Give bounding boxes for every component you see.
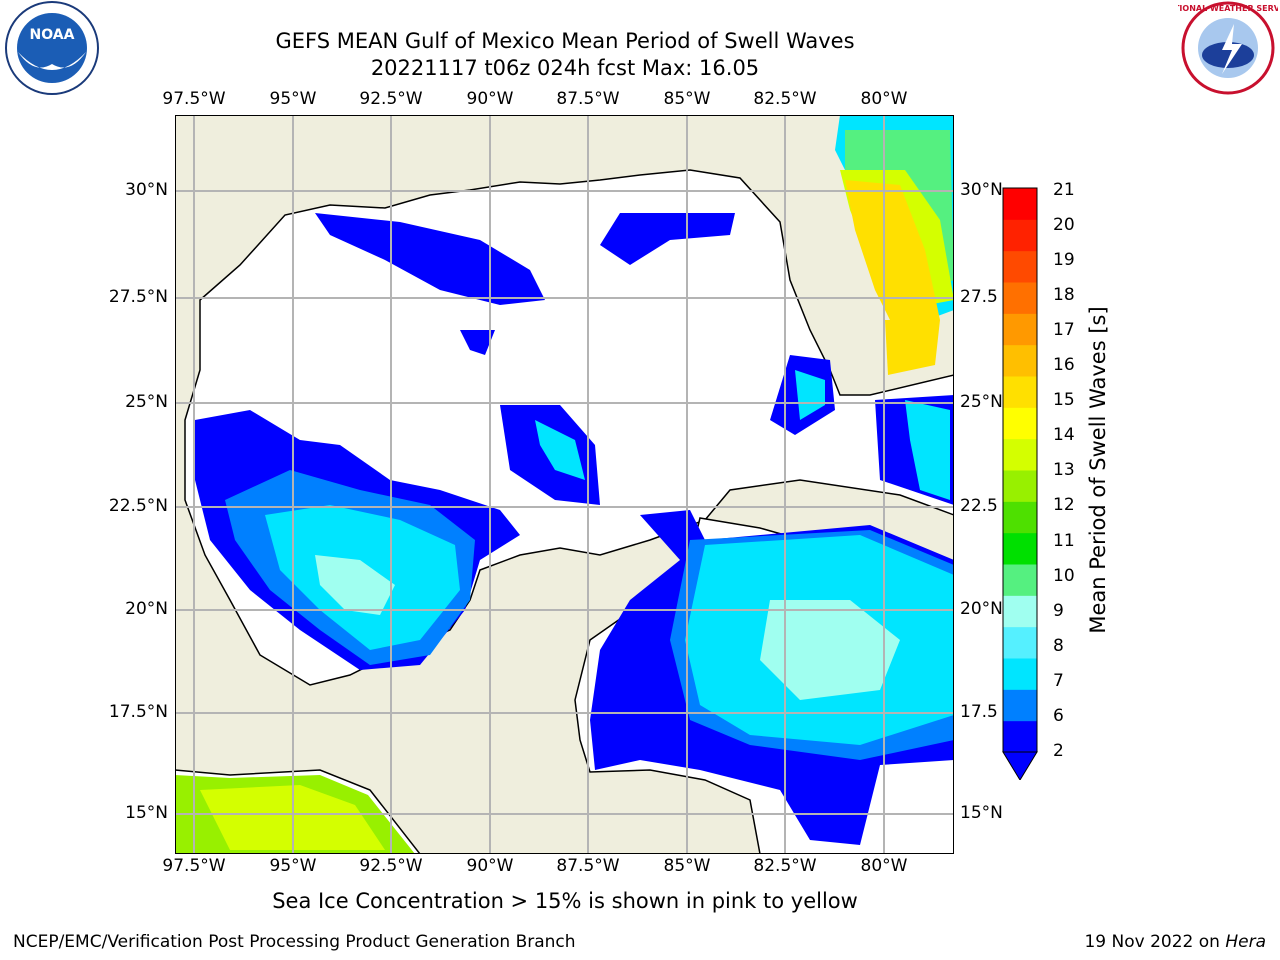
swell-field-caribbean bbox=[590, 510, 954, 845]
lat-tick-right: 22.5 bbox=[960, 496, 998, 516]
graticule bbox=[175, 115, 954, 854]
colorbar-segment bbox=[1003, 595, 1037, 628]
colorbar-tick: 12 bbox=[1053, 495, 1075, 515]
colorbar bbox=[1002, 187, 1038, 780]
lon-tick-top: 87.5°W bbox=[556, 89, 620, 109]
noaa-logo: NOAA bbox=[5, 1, 99, 95]
swell-field-yucatan-channel bbox=[500, 405, 600, 505]
lon-tick-top: 85°W bbox=[663, 89, 711, 109]
colorbar-tick: 20 bbox=[1053, 215, 1075, 235]
colorbar-tick: 6 bbox=[1053, 706, 1064, 726]
colorbar-tick: 2 bbox=[1053, 741, 1064, 761]
lon-tick-bottom: 87.5°W bbox=[556, 856, 620, 876]
svg-text:NOAA: NOAA bbox=[30, 27, 75, 43]
footer-date-text: 19 Nov 2022 on bbox=[1084, 932, 1226, 952]
lon-tick-top: 92.5°W bbox=[359, 89, 423, 109]
swell-field-bay-of-campeche bbox=[195, 410, 520, 670]
map-plot bbox=[175, 115, 954, 854]
colorbar-segment bbox=[1003, 407, 1037, 440]
swell-field-atlantic bbox=[835, 115, 954, 375]
lon-tick-bottom: 80°W bbox=[860, 856, 908, 876]
colorbar-segment bbox=[1003, 532, 1037, 565]
chart-subtitle: 20221117 t06z 024h fcst Max: 16.05 bbox=[370, 56, 760, 80]
lat-tick-right: 20°N bbox=[960, 599, 1003, 619]
colorbar-segment bbox=[1003, 282, 1037, 314]
colorbar-tick: 10 bbox=[1053, 566, 1075, 586]
colorbar-segment bbox=[1003, 250, 1037, 283]
footer-credit: NCEP/EMC/Verification Post Processing Pr… bbox=[13, 932, 576, 952]
colorbar-segment bbox=[1003, 376, 1037, 408]
colorbar-segment bbox=[1003, 438, 1037, 471]
colorbar-tick: 15 bbox=[1053, 390, 1075, 410]
nws-logo: NATIONAL WEATHER SERVICE bbox=[1178, 1, 1278, 95]
lat-tick-left: 30°N bbox=[125, 180, 168, 200]
colorbar-segment bbox=[1003, 564, 1037, 596]
colorbar-tick: 21 bbox=[1053, 180, 1075, 200]
colorbar-segment bbox=[1003, 470, 1037, 502]
colorbar-tick: 7 bbox=[1053, 671, 1064, 691]
colorbar-extend-triangle bbox=[1002, 751, 1038, 780]
lon-tick-top: 95°W bbox=[269, 89, 317, 109]
colorbar-segment bbox=[1003, 658, 1037, 690]
colorbar-segment bbox=[1003, 188, 1037, 220]
lat-tick-right: 27.5 bbox=[960, 287, 998, 307]
colorbar-segment bbox=[1003, 501, 1037, 534]
colorbar-label: Mean Period of Swell Waves [s] bbox=[1086, 306, 1110, 634]
lon-tick-top: 90°W bbox=[466, 89, 514, 109]
sea-ice-note: Sea Ice Concentration > 15% is shown in … bbox=[272, 889, 858, 913]
lat-tick-left: 27.5°N bbox=[108, 287, 168, 307]
lon-tick-top: 97.5°W bbox=[162, 89, 226, 109]
lon-tick-bottom: 85°W bbox=[663, 856, 711, 876]
lon-tick-bottom: 92.5°W bbox=[359, 856, 423, 876]
footer-date: 19 Nov 2022 on Hera bbox=[1084, 932, 1266, 952]
colorbar-segment bbox=[1003, 219, 1037, 252]
lon-tick-bottom: 97.5°W bbox=[162, 856, 226, 876]
colorbar-segment bbox=[1003, 344, 1037, 377]
lon-tick-top: 80°W bbox=[860, 89, 908, 109]
colorbar-segment bbox=[1003, 313, 1037, 346]
lat-tick-right: 30°N bbox=[960, 180, 1003, 200]
lat-tick-left: 15°N bbox=[125, 803, 168, 823]
lat-tick-left: 22.5°N bbox=[108, 496, 168, 516]
colorbar-tick: 14 bbox=[1053, 425, 1075, 445]
swell-field-north-gulf bbox=[315, 213, 735, 355]
chart-title: GEFS MEAN Gulf of Mexico Mean Period of … bbox=[275, 29, 855, 53]
colorbar-tick: 17 bbox=[1053, 320, 1075, 340]
lon-tick-bottom: 95°W bbox=[269, 856, 317, 876]
lon-tick-top: 82.5°W bbox=[753, 89, 817, 109]
colorbar-tick: 19 bbox=[1053, 250, 1075, 270]
colorbar-segment bbox=[1003, 689, 1037, 722]
lat-tick-right: 15°N bbox=[960, 803, 1003, 823]
colorbar-tick: 13 bbox=[1053, 460, 1075, 480]
colorbar-tick: 16 bbox=[1053, 355, 1075, 375]
lon-tick-bottom: 82.5°W bbox=[753, 856, 817, 876]
lat-tick-right: 17.5 bbox=[960, 702, 998, 722]
colorbar-tick: 9 bbox=[1053, 601, 1064, 621]
lat-tick-left: 20°N bbox=[125, 599, 168, 619]
colorbar-frame bbox=[1002, 187, 1038, 753]
colorbar-tick: 11 bbox=[1053, 531, 1075, 551]
colorbar-segment bbox=[1003, 626, 1037, 659]
lon-tick-bottom: 90°W bbox=[466, 856, 514, 876]
colorbar-tick: 8 bbox=[1053, 636, 1064, 656]
lat-tick-right: 25°N bbox=[960, 392, 1003, 412]
colorbar-tick: 18 bbox=[1053, 285, 1075, 305]
swell-field-florida-straits bbox=[770, 355, 954, 505]
svg-text:NATIONAL WEATHER SERVICE: NATIONAL WEATHER SERVICE bbox=[1178, 4, 1278, 13]
lat-tick-left: 25°N bbox=[125, 392, 168, 412]
lat-tick-left: 17.5°N bbox=[108, 702, 168, 722]
colorbar-segment bbox=[1003, 720, 1037, 753]
footer-host: Hera bbox=[1225, 932, 1266, 952]
